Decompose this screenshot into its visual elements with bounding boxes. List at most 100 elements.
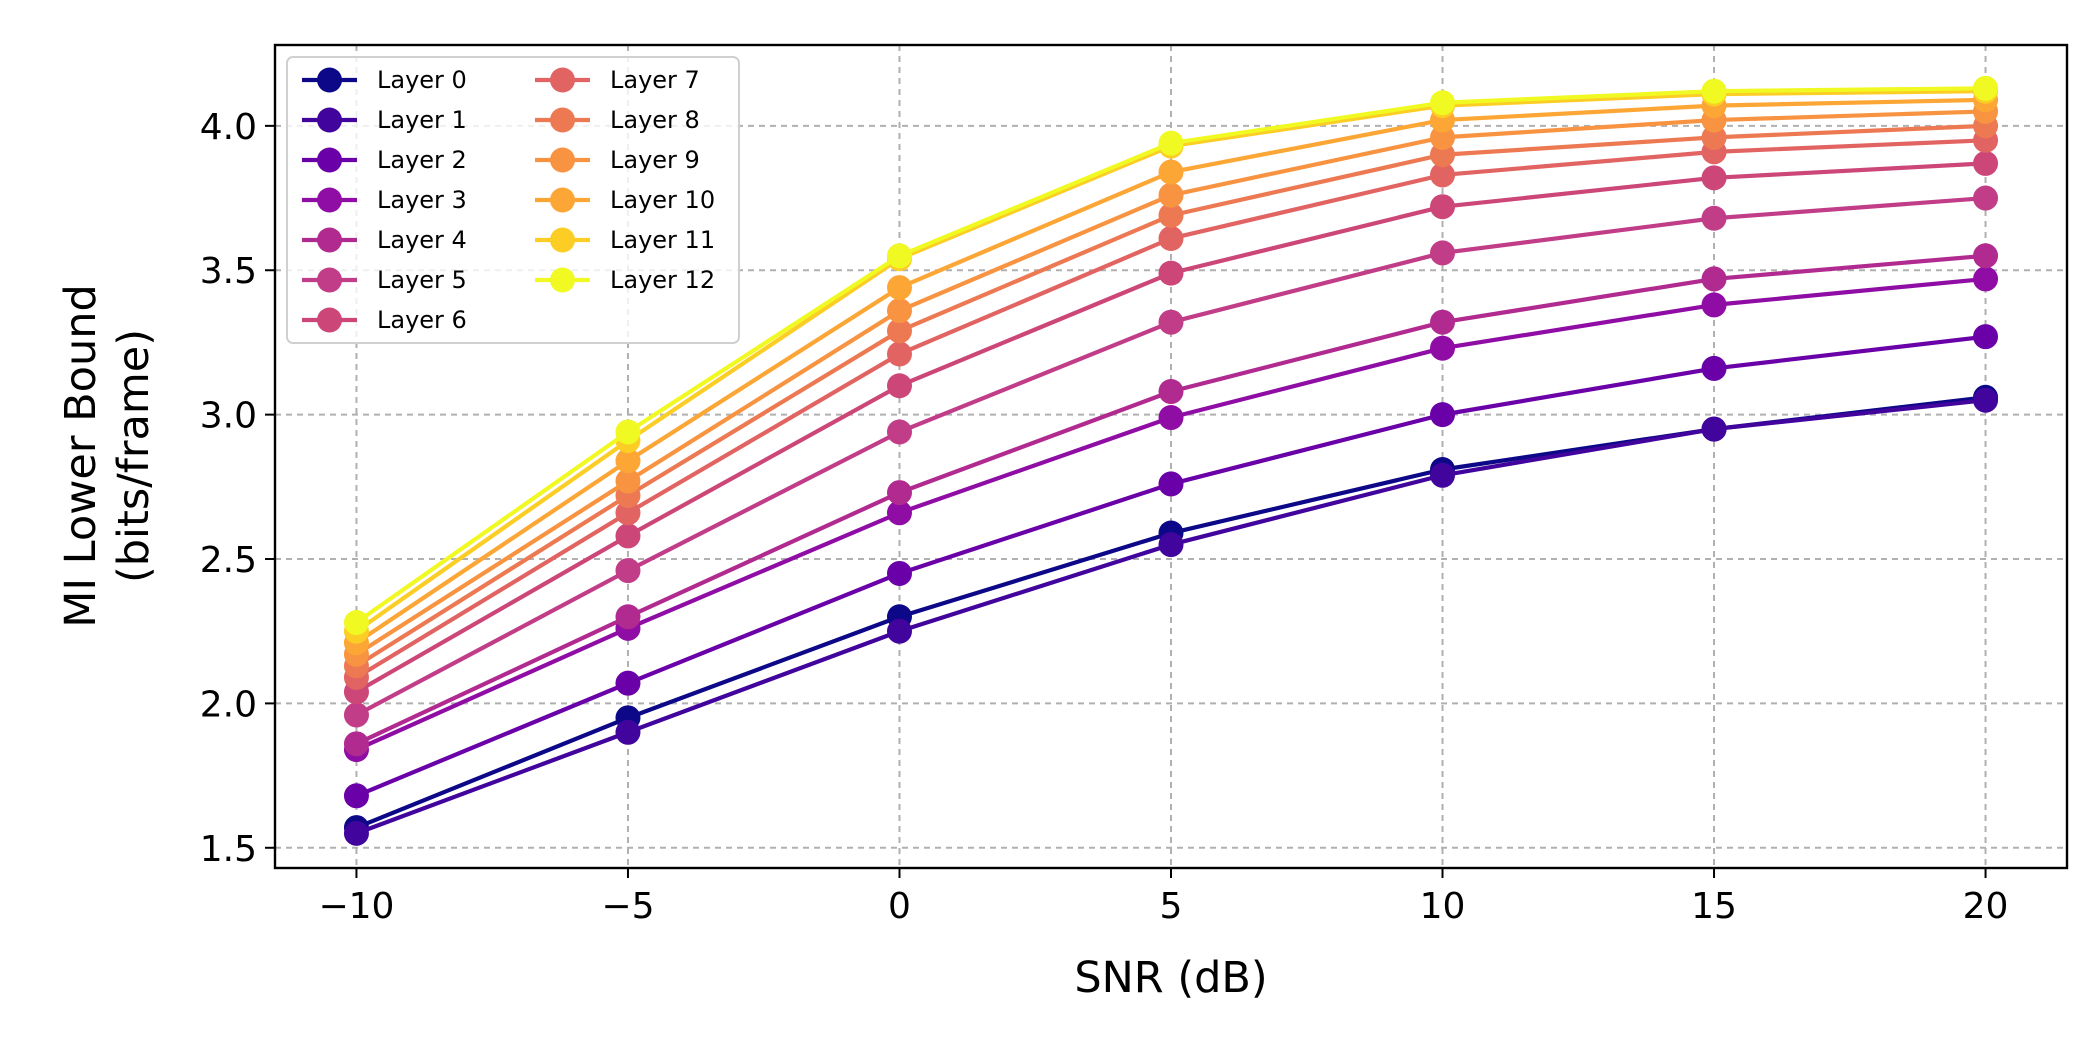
- x-tick-label: 5: [1160, 886, 1183, 927]
- data-point: [1973, 266, 1999, 292]
- data-point: [1158, 379, 1184, 405]
- data-point: [1430, 462, 1456, 488]
- data-point: [1973, 185, 1999, 211]
- data-point: [886, 341, 912, 367]
- legend-marker: [317, 227, 342, 253]
- data-point: [1430, 194, 1456, 220]
- data-point: [886, 419, 912, 445]
- data-point: [1701, 205, 1727, 231]
- x-tick-label: 0: [888, 886, 911, 927]
- legend-marker: [317, 187, 342, 213]
- legend-marker: [317, 307, 342, 333]
- legend-item: Layer 4: [302, 226, 467, 254]
- data-point: [886, 560, 912, 586]
- legend-item: Layer 5: [302, 266, 467, 294]
- data-point: [886, 500, 912, 526]
- data-point: [1158, 405, 1184, 431]
- data-point: [1973, 324, 1999, 350]
- data-point: [1158, 309, 1184, 335]
- data-point: [1973, 150, 1999, 176]
- legend-marker: [550, 67, 575, 93]
- data-point: [886, 618, 912, 644]
- data-point: [1430, 90, 1456, 116]
- y-tick-label: 2.0: [200, 684, 257, 725]
- data-point: [615, 719, 641, 745]
- y-tick-label: 3.5: [200, 251, 257, 292]
- series-layer-12: [343, 75, 1999, 636]
- x-tick-label: −10: [318, 886, 394, 927]
- y-axis-label-line2: (bits/frame): [109, 329, 159, 583]
- data-point: [886, 243, 912, 269]
- legend-item: Layer 12: [535, 266, 715, 294]
- legend-marker: [550, 187, 575, 213]
- legend-item: Layer 11: [535, 226, 715, 254]
- data-point: [886, 480, 912, 506]
- data-point: [1158, 260, 1184, 286]
- legend-label: Layer 4: [377, 226, 467, 254]
- data-point: [1701, 165, 1727, 191]
- x-axis-label: SNR (dB): [1074, 953, 1267, 1003]
- legend: Layer 0 Layer 1 Layer 2 Layer 3 Layer 4 Layer…: [286, 56, 740, 344]
- data-point: [343, 731, 369, 757]
- plot-series: [343, 75, 1999, 846]
- data-point: [1158, 225, 1184, 251]
- data-point: [1430, 402, 1456, 428]
- data-point: [1158, 471, 1184, 497]
- data-point: [1973, 243, 1999, 269]
- y-tick-label: 2.5: [200, 540, 257, 581]
- data-point: [615, 523, 641, 549]
- legend-marker: [317, 147, 342, 173]
- axis-ticks: −10 −5 0 5 10 15 20 1.5 2.0 2.5 3.0 3.5 4.0: [200, 107, 2009, 927]
- data-point: [615, 468, 641, 494]
- legend-label: Layer 9: [610, 146, 700, 174]
- legend-item: Layer 3: [302, 186, 467, 214]
- data-point: [886, 318, 912, 344]
- legend-item: Layer 9: [535, 146, 700, 174]
- legend-label: Layer 0: [377, 66, 467, 94]
- data-point: [1430, 240, 1456, 266]
- y-tick-label: 1.5: [200, 829, 257, 870]
- x-tick-label: 20: [1963, 886, 2009, 927]
- legend-item: Layer 1: [302, 106, 467, 134]
- legend-marker: [317, 107, 342, 133]
- legend-label: Layer 2: [377, 146, 467, 174]
- legend-label: Layer 6: [377, 306, 467, 334]
- y-axis-label-line1: MI Lower Bound: [56, 284, 106, 628]
- data-point: [1430, 162, 1456, 188]
- x-tick-label: −5: [601, 886, 654, 927]
- series-layer-4: [343, 243, 1999, 757]
- data-point: [1430, 124, 1456, 150]
- legend-marker: [550, 267, 575, 293]
- legend-box: [286, 56, 740, 344]
- legend-item: Layer 2: [302, 146, 467, 174]
- data-point: [1158, 532, 1184, 558]
- data-point: [1158, 130, 1184, 156]
- legend-marker: [550, 227, 575, 253]
- legend-label: Layer 11: [610, 226, 715, 254]
- y-tick-label: 4.0: [200, 107, 257, 148]
- legend-item: Layer 6: [302, 306, 467, 334]
- data-point: [1701, 416, 1727, 442]
- legend-marker: [550, 147, 575, 173]
- data-point: [615, 448, 641, 474]
- data-point: [615, 500, 641, 526]
- data-point: [1158, 182, 1184, 208]
- data-point: [1430, 309, 1456, 335]
- data-point: [886, 275, 912, 301]
- data-point: [343, 610, 369, 636]
- series-layer-2: [343, 324, 1999, 809]
- data-point: [1701, 124, 1727, 150]
- data-point: [1701, 78, 1727, 104]
- data-point: [615, 604, 641, 630]
- data-point: [1430, 142, 1456, 168]
- data-point: [1701, 355, 1727, 381]
- legend-label: Layer 8: [610, 106, 700, 134]
- data-point: [343, 820, 369, 846]
- legend-label: Layer 12: [610, 266, 715, 294]
- series-layer-5: [343, 185, 1999, 728]
- legend-label: Layer 7: [610, 66, 700, 94]
- legend-marker: [317, 267, 342, 293]
- data-point: [1701, 266, 1727, 292]
- data-point: [615, 419, 641, 445]
